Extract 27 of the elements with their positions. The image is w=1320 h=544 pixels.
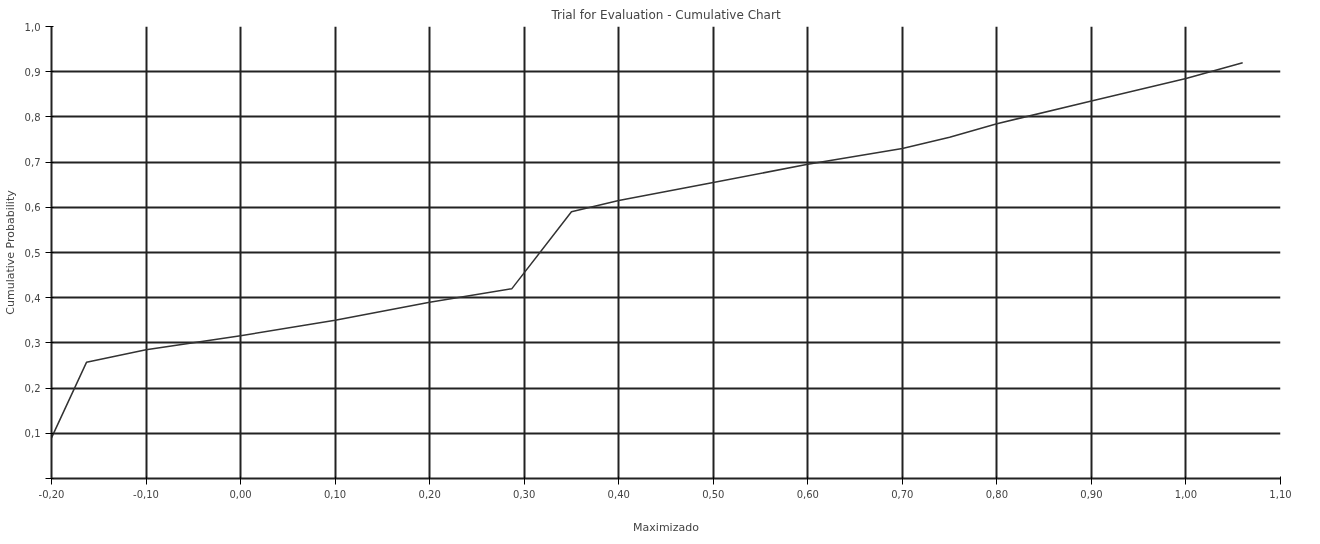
y-tick-label: 0,9: [24, 66, 41, 78]
x-tick-label: 0,70: [891, 488, 914, 500]
y-tick-label: 0,6: [24, 202, 41, 214]
y-tick-label: 0,5: [24, 247, 41, 259]
y-tick-label: 1,0: [24, 21, 41, 33]
y-tick-label: 0,8: [24, 111, 41, 123]
x-axis-title: Maximizado: [633, 520, 700, 534]
x-tick-label: 0,20: [418, 488, 441, 500]
x-tick-label: 1,00: [1174, 488, 1198, 500]
x-tick-label: 0,00: [229, 488, 252, 500]
y-tick-label: 0,1: [24, 428, 41, 440]
y-tick-label: 0,3: [24, 337, 41, 349]
x-tick-label: 0,50: [702, 488, 725, 500]
x-tick-label: 0,10: [323, 488, 347, 500]
y-tick-label: 0,7: [24, 157, 41, 169]
x-tick-label: 0,60: [796, 488, 819, 500]
x-tick-label: 0,40: [607, 488, 630, 500]
y-tick-label: 0,2: [24, 383, 41, 395]
y-tick-label: 0,4: [24, 292, 41, 304]
x-tick-label: -0,10: [133, 488, 159, 500]
x-tick-label: 1,10: [1269, 488, 1292, 500]
x-tick-label: 0,90: [1080, 488, 1103, 500]
x-tick-label: -0,20: [38, 488, 65, 500]
x-tick-label: 0,30: [513, 488, 536, 500]
x-tick-label: 0,80: [985, 488, 1009, 500]
chart-title: Trial for Evaluation - Cumulative Chart: [550, 7, 781, 22]
y-axis-title: Cumulative Probability: [3, 189, 17, 315]
